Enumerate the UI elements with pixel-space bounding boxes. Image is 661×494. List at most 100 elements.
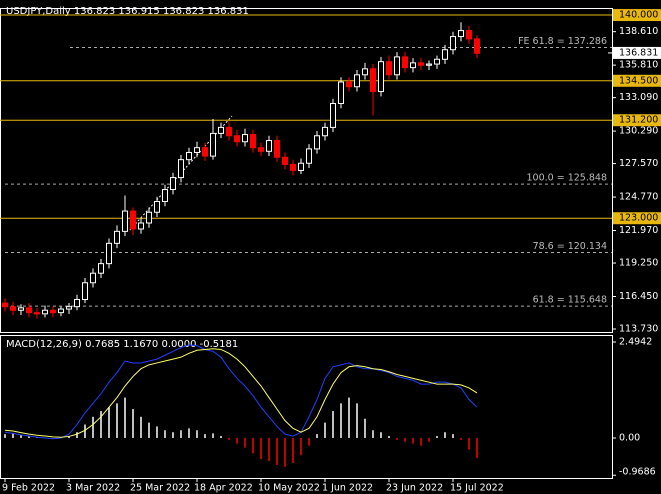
- candle-body: [410, 62, 416, 69]
- level-box: [613, 9, 661, 22]
- candle-body: [194, 147, 200, 153]
- candle-body: [10, 306, 16, 311]
- candle-body: [90, 272, 96, 284]
- candle-body: [306, 148, 312, 164]
- candle-body: [258, 147, 264, 152]
- x-tick-label: 9 Feb 2022: [2, 483, 55, 494]
- y-tick-label: 138.610: [619, 26, 658, 37]
- macd-line: [4, 344, 478, 440]
- candle-body: [354, 74, 360, 88]
- fib-label: FE 61.8 = 137.286: [518, 36, 607, 47]
- candle-body: [58, 308, 64, 314]
- y-tick-label: 121.970: [619, 225, 658, 236]
- candle-body: [42, 309, 48, 315]
- y-tick-label: 0.00: [619, 432, 640, 443]
- x-tick-label: 23 Jun 2022: [386, 483, 443, 494]
- candle-body: [322, 126, 328, 137]
- fib-label: 61.8 = 115.648: [533, 295, 607, 306]
- level-label: 140.000: [619, 10, 658, 21]
- candle-body: [266, 140, 272, 152]
- x-tick-label: 3 Mar 2022: [66, 483, 120, 494]
- candle-body: [394, 56, 400, 76]
- candle-body: [226, 126, 232, 137]
- candle-body: [426, 63, 432, 66]
- y-tick-label: 133.090: [619, 92, 658, 103]
- candle-body: [338, 81, 344, 104]
- candle-body: [346, 81, 352, 88]
- candle-body: [106, 242, 112, 265]
- candle-body: [402, 56, 408, 69]
- candle-body: [178, 159, 184, 179]
- candle-body: [26, 307, 32, 314]
- fib-label: 78.6 = 120.134: [533, 241, 607, 252]
- candle-body: [274, 140, 280, 158]
- y-tick-label: 119.250: [619, 258, 658, 269]
- macd-line: [4, 348, 478, 438]
- current-price-label: 136.831: [619, 47, 658, 58]
- candle-body: [378, 61, 384, 93]
- level-label: 134.500: [619, 75, 658, 86]
- level-box: [613, 114, 661, 127]
- x-tick-label: 15 Jul 2022: [450, 483, 504, 494]
- candle-body: [2, 302, 8, 308]
- candle-body: [218, 126, 224, 134]
- x-tick-label: 18 Apr 2022: [194, 483, 253, 494]
- y-tick-label: 127.570: [619, 158, 658, 169]
- candle-body: [122, 210, 128, 232]
- candle-body: [234, 135, 240, 143]
- y-tick-label: 130.290: [619, 126, 658, 137]
- candle-body: [434, 58, 440, 65]
- candle-body: [66, 306, 72, 310]
- candle-body: [450, 36, 456, 51]
- candle-body: [18, 307, 24, 311]
- candle-body: [34, 312, 40, 315]
- y-tick-label: 2.4942: [619, 336, 652, 347]
- candle-body: [210, 132, 216, 157]
- candle-body: [130, 210, 136, 230]
- candle-body: [50, 309, 56, 314]
- fib-label: 100.0 = 125.848: [527, 173, 607, 184]
- y-tick-label: 113.730: [619, 324, 658, 335]
- candle-body: [458, 30, 464, 38]
- y-tick-label: 124.770: [619, 192, 658, 203]
- macd-title: MACD(12,26,9) 0.7685 1.1670 0.0000 -0.51…: [6, 339, 238, 350]
- candle-body: [314, 135, 320, 150]
- candle-body: [466, 30, 472, 40]
- price-pane: [0, 8, 613, 333]
- x-tick-label: 1 Jun 2022: [322, 483, 373, 494]
- candle-body: [250, 134, 256, 149]
- candle-body: [138, 222, 144, 230]
- candle-body: [330, 102, 336, 128]
- level-label: 131.200: [619, 115, 658, 126]
- candle-body: [242, 134, 248, 143]
- candle-body: [146, 211, 152, 224]
- candle-body: [82, 282, 88, 300]
- level-box: [613, 74, 661, 87]
- candle-body: [290, 163, 296, 171]
- candle-body: [418, 62, 424, 66]
- macd-pane: [0, 335, 613, 479]
- candle-body: [362, 68, 368, 76]
- current-price-box: [613, 46, 661, 59]
- candle-body: [114, 230, 120, 244]
- y-tick-label: 135.810: [619, 60, 658, 71]
- level-box: [613, 212, 661, 225]
- candle-body: [298, 162, 304, 171]
- candle-body: [170, 177, 176, 191]
- candle-body: [98, 263, 104, 274]
- candle-body: [74, 298, 80, 308]
- candle-body: [442, 49, 448, 60]
- candle-body: [202, 147, 208, 157]
- candle-body: [282, 156, 288, 165]
- candle-body: [474, 38, 480, 54]
- candle-body: [186, 151, 192, 161]
- y-tick-label: 116.450: [619, 291, 658, 302]
- candle-body: [162, 189, 168, 202]
- x-tick-label: 25 Mar 2022: [130, 483, 190, 494]
- chart-title: USDJPY,Daily 136.823 136.915 136.823 136…: [6, 6, 249, 17]
- y-tick-label: -0.9686: [619, 467, 656, 478]
- candle-body: [154, 200, 160, 213]
- x-tick-label: 10 May 2022: [258, 483, 320, 494]
- candle-body: [370, 68, 376, 93]
- level-label: 123.000: [619, 213, 658, 224]
